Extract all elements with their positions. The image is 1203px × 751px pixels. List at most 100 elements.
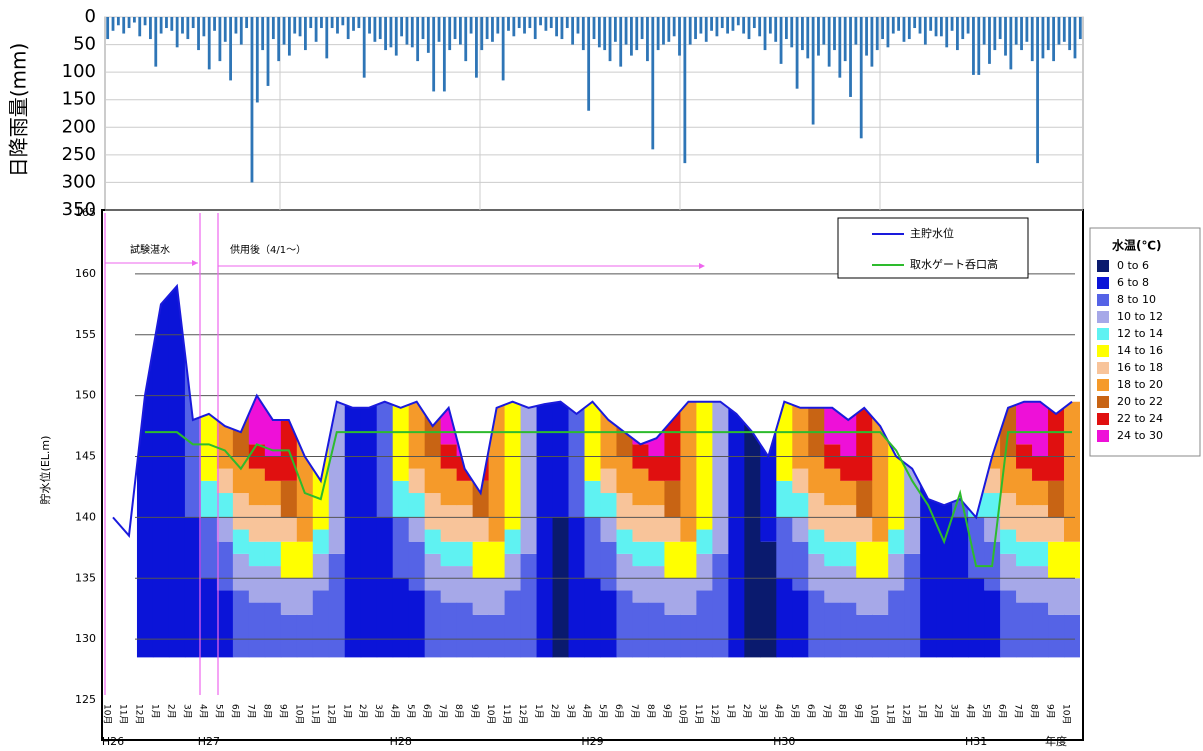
temperature-band — [776, 480, 793, 518]
temperature-band — [376, 517, 394, 658]
temp-legend-label: 24 to 30 — [1117, 429, 1163, 442]
temperature-band — [696, 553, 713, 591]
rain-bar — [694, 17, 697, 40]
temp-legend-label: 18 to 20 — [1117, 378, 1163, 391]
temperature-band — [1016, 505, 1033, 542]
temperature-band — [600, 541, 617, 591]
x-tick-label: 2月 — [357, 704, 368, 719]
rain-bar — [806, 17, 810, 59]
x-tick-label: 9月 — [277, 704, 288, 719]
rain-bar — [1004, 17, 1007, 56]
rain-bar — [287, 17, 291, 56]
temperature-band — [840, 480, 857, 506]
rain-bar — [170, 17, 174, 31]
rain-bar — [106, 17, 110, 40]
y-tick-label: 150 — [75, 389, 96, 402]
x-tick-label: 2月 — [933, 704, 944, 719]
rain-bar — [1062, 17, 1066, 42]
temperature-band — [792, 541, 809, 591]
rain-bar — [1014, 17, 1018, 45]
temperature-band — [648, 480, 665, 506]
x-tick-label: 1月 — [917, 704, 928, 719]
temperature-band — [248, 602, 266, 658]
rain-bar — [389, 17, 393, 48]
rain-bar — [624, 17, 628, 45]
rain-bar — [384, 17, 387, 51]
temp-legend-swatch — [1097, 260, 1109, 272]
rain-bar — [458, 17, 462, 45]
temperature-band — [1032, 541, 1049, 567]
temperature-band — [712, 553, 729, 658]
temperature-band — [1000, 529, 1017, 554]
temperature-band — [200, 480, 218, 518]
temp-legend-swatch — [1097, 277, 1109, 289]
rain-bar — [982, 17, 986, 45]
temperature-band — [1000, 493, 1017, 530]
rain-bar — [988, 17, 991, 64]
rain-bar — [437, 17, 441, 42]
rain-bar — [560, 17, 564, 40]
rain-bar — [688, 17, 692, 45]
rain-bar — [801, 17, 804, 51]
temperature-band — [552, 517, 570, 658]
rain-bar — [293, 17, 297, 34]
temperature-band — [440, 505, 458, 542]
temperature-band — [1032, 566, 1049, 603]
temperature-band — [312, 529, 330, 554]
rain-bar — [405, 17, 409, 45]
temperature-band — [1032, 602, 1049, 658]
temperature-band — [248, 566, 266, 603]
rain-bar — [159, 17, 163, 34]
rain-bar — [400, 17, 404, 37]
temperature-band — [200, 517, 218, 579]
temperature-band — [488, 541, 506, 579]
rain-bar — [710, 17, 713, 31]
y-tick-label: 150 — [62, 89, 96, 110]
rain-bar — [1020, 17, 1023, 51]
y-tick-label: 135 — [75, 571, 96, 584]
rain-bar — [742, 17, 746, 34]
rain-bar — [881, 17, 884, 40]
rain-bar — [197, 17, 200, 51]
temperature-band — [1032, 456, 1049, 481]
rain-bar — [827, 17, 831, 67]
rain-bar — [699, 17, 703, 34]
year-label: 年度 — [1045, 734, 1067, 748]
temperature-band — [792, 468, 809, 494]
x-tick-label: 4月 — [773, 704, 784, 719]
rain-bar — [972, 17, 975, 75]
x-tick-label: 5月 — [789, 704, 800, 719]
temperature-band — [680, 614, 697, 658]
temperature-band — [808, 529, 825, 554]
temperature-band — [216, 590, 234, 658]
x-tick-label: 10月 — [102, 704, 113, 724]
temperature-band — [616, 493, 633, 530]
temperature-band — [696, 529, 713, 554]
rain-bar — [207, 17, 211, 70]
temperature-band — [424, 590, 442, 658]
temperature-band — [600, 468, 617, 494]
y-tick-label: 125 — [75, 693, 96, 706]
temperature-band — [232, 529, 250, 554]
x-tick-label: 2月 — [165, 704, 176, 719]
rain-bar — [907, 17, 911, 40]
temp-legend-title: 水温(℃) — [1112, 238, 1162, 253]
temp-legend-swatch — [1097, 294, 1109, 306]
temperature-band — [872, 614, 889, 658]
x-tick-label: 9月 — [661, 704, 672, 719]
temperature-band — [152, 286, 170, 658]
rain-bar — [613, 17, 617, 42]
rain-bar — [507, 17, 510, 31]
temperature-band — [600, 517, 617, 542]
temp-legend-label: 8 to 10 — [1117, 293, 1156, 306]
rain-bar — [635, 17, 639, 51]
x-tick-label: 2月 — [549, 704, 560, 719]
temperature-band — [440, 566, 458, 603]
temperature-band — [408, 541, 426, 591]
temperature-band — [456, 602, 474, 658]
rain-bar — [752, 17, 756, 29]
rain-bar — [966, 17, 970, 34]
x-tick-label: 6月 — [997, 704, 1008, 719]
rain-bar — [950, 17, 954, 31]
rain-bar — [475, 17, 478, 78]
